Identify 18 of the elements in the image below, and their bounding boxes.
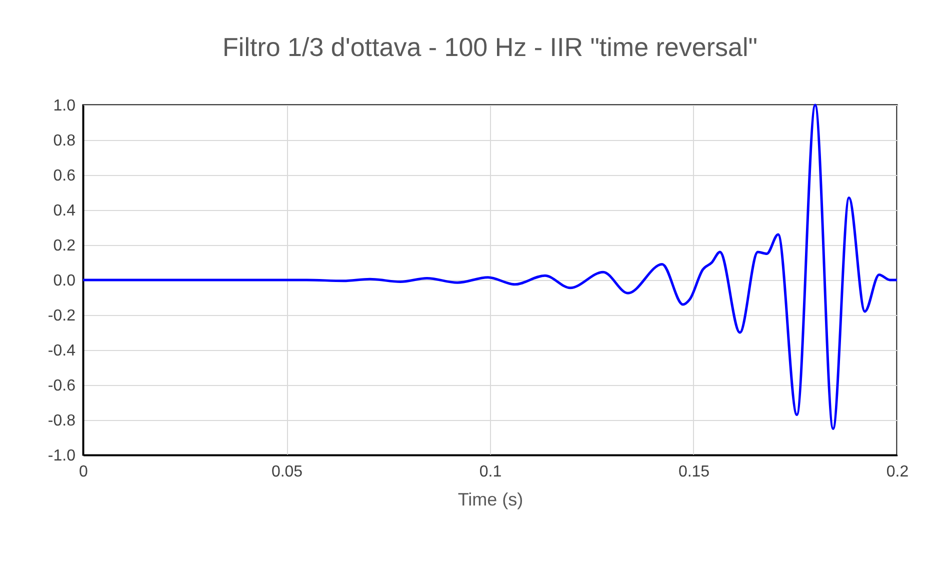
x-tick-label: 0.15	[678, 464, 710, 480]
y-tick-label: -0.2	[48, 308, 76, 324]
y-tick-label: 0.2	[53, 238, 76, 254]
x-tick-label: 0.05	[271, 464, 303, 480]
y-tick-label: 1.0	[53, 98, 76, 114]
x-axis-title: Time (s)	[458, 490, 524, 510]
y-tick-label: 0.4	[53, 202, 76, 220]
chart-title: Filtro 1/3 d'ottava - 100 Hz - IIR "time reversal"	[222, 32, 758, 62]
x-tick-label: 0	[79, 464, 88, 480]
y-tick-label: -0.4	[48, 342, 76, 360]
y-tick-label: -0.8	[48, 412, 76, 430]
y-tick-label: 0.6	[53, 168, 76, 184]
x-tick-label: 0.2	[886, 464, 909, 480]
y-tick-label: -0.6	[48, 378, 76, 394]
y-tick-label: -1.0	[48, 448, 76, 464]
y-tick-label: 0.8	[53, 132, 76, 150]
x-tick-label: 0.1	[479, 464, 502, 480]
y-tick-label: 0.0	[53, 272, 76, 290]
